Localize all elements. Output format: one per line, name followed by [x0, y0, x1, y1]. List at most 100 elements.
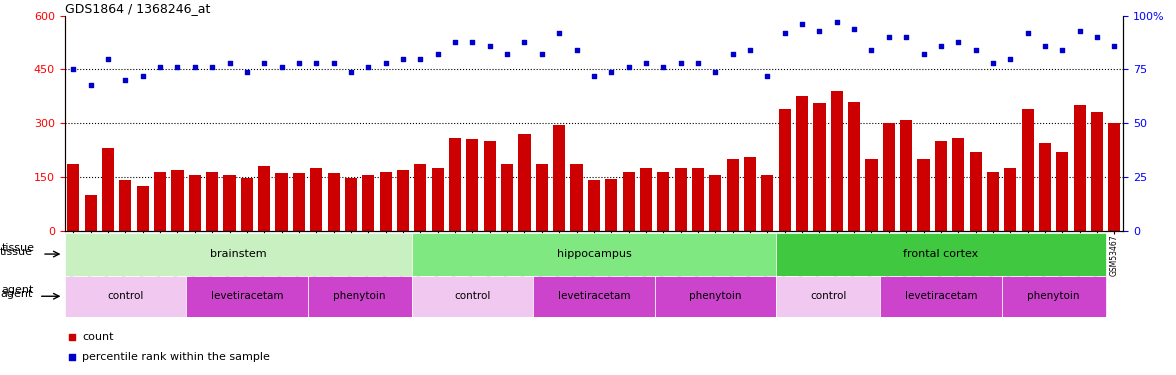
- Point: [759, 73, 777, 79]
- Point: [880, 34, 898, 40]
- Text: percentile rank within the sample: percentile rank within the sample: [82, 352, 270, 362]
- Bar: [1108, 123, 1121, 231]
- Bar: [866, 159, 877, 231]
- Point: [62, 334, 81, 340]
- Bar: [397, 170, 409, 231]
- Bar: [345, 178, 358, 231]
- Bar: [65, 232, 412, 276]
- Point: [255, 60, 274, 66]
- Point: [1018, 30, 1037, 36]
- Point: [671, 60, 690, 66]
- Bar: [501, 164, 513, 231]
- Point: [1070, 28, 1089, 34]
- Bar: [1056, 152, 1069, 231]
- Point: [307, 60, 326, 66]
- Bar: [761, 175, 774, 231]
- Text: count: count: [82, 332, 114, 342]
- Bar: [744, 157, 756, 231]
- Bar: [223, 175, 235, 231]
- Point: [480, 43, 499, 49]
- Bar: [414, 164, 427, 231]
- Point: [463, 39, 482, 45]
- Text: agent: agent: [0, 289, 33, 299]
- Bar: [412, 276, 533, 317]
- Bar: [136, 186, 149, 231]
- Bar: [241, 178, 253, 231]
- Bar: [691, 168, 704, 231]
- Point: [549, 30, 568, 36]
- Point: [775, 30, 794, 36]
- Point: [810, 28, 829, 34]
- Bar: [969, 152, 982, 231]
- Point: [359, 64, 377, 70]
- Text: levetiracetam: levetiracetam: [211, 291, 283, 301]
- Bar: [65, 276, 186, 317]
- Bar: [1004, 168, 1016, 231]
- Bar: [622, 171, 635, 231]
- Point: [949, 39, 968, 45]
- Point: [931, 43, 950, 49]
- Point: [844, 26, 863, 32]
- Point: [325, 60, 343, 66]
- Bar: [935, 141, 947, 231]
- Point: [515, 39, 534, 45]
- Point: [62, 354, 81, 360]
- Point: [133, 73, 152, 79]
- Point: [741, 47, 760, 53]
- Bar: [259, 166, 270, 231]
- Point: [1105, 43, 1124, 49]
- Point: [1001, 56, 1020, 62]
- Text: levetiracetam: levetiracetam: [557, 291, 630, 301]
- Bar: [1038, 143, 1051, 231]
- Bar: [1074, 105, 1085, 231]
- Text: phenytoin: phenytoin: [689, 291, 742, 301]
- Bar: [917, 159, 929, 231]
- Point: [533, 51, 552, 57]
- Bar: [67, 164, 80, 231]
- Bar: [880, 276, 1002, 317]
- Point: [81, 81, 100, 87]
- Bar: [640, 168, 652, 231]
- Bar: [814, 104, 826, 231]
- Point: [99, 56, 118, 62]
- Point: [116, 77, 135, 83]
- Bar: [449, 138, 461, 231]
- Point: [567, 47, 586, 53]
- Bar: [1091, 112, 1103, 231]
- Point: [620, 64, 639, 70]
- Text: levetiracetam: levetiracetam: [904, 291, 977, 301]
- Bar: [310, 168, 322, 231]
- Bar: [293, 173, 305, 231]
- Text: control: control: [107, 291, 143, 301]
- Point: [272, 64, 290, 70]
- Bar: [655, 276, 776, 317]
- Bar: [553, 125, 566, 231]
- Bar: [727, 159, 739, 231]
- Bar: [883, 123, 895, 231]
- Point: [983, 60, 1002, 66]
- Point: [828, 19, 847, 25]
- Point: [238, 69, 256, 75]
- Text: control: control: [454, 291, 490, 301]
- Bar: [776, 232, 1105, 276]
- Bar: [796, 96, 808, 231]
- Bar: [606, 179, 617, 231]
- Bar: [186, 276, 308, 317]
- Point: [168, 64, 187, 70]
- Bar: [275, 173, 288, 231]
- Point: [914, 51, 933, 57]
- Bar: [779, 109, 790, 231]
- Bar: [380, 171, 392, 231]
- Bar: [85, 195, 96, 231]
- Point: [967, 47, 985, 53]
- Point: [862, 47, 881, 53]
- Bar: [432, 168, 443, 231]
- Bar: [102, 148, 114, 231]
- Text: tissue: tissue: [0, 247, 33, 257]
- Point: [706, 69, 724, 75]
- Bar: [900, 120, 913, 231]
- Point: [897, 34, 916, 40]
- Point: [793, 21, 811, 27]
- Text: phenytoin: phenytoin: [1028, 291, 1080, 301]
- Bar: [588, 180, 600, 231]
